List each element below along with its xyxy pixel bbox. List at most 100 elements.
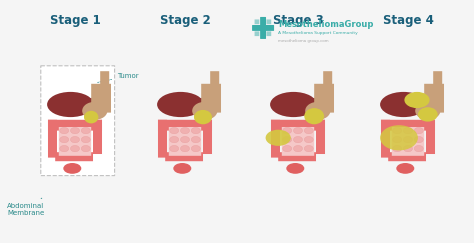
Ellipse shape xyxy=(414,137,423,143)
Ellipse shape xyxy=(191,98,211,116)
FancyBboxPatch shape xyxy=(252,25,274,31)
FancyBboxPatch shape xyxy=(59,127,91,156)
Ellipse shape xyxy=(265,130,291,146)
Ellipse shape xyxy=(304,137,313,143)
Ellipse shape xyxy=(283,137,292,143)
Ellipse shape xyxy=(82,98,101,116)
Ellipse shape xyxy=(194,110,212,124)
Ellipse shape xyxy=(283,127,292,134)
FancyBboxPatch shape xyxy=(266,31,271,36)
Ellipse shape xyxy=(157,92,204,117)
FancyBboxPatch shape xyxy=(271,120,280,158)
FancyBboxPatch shape xyxy=(158,120,167,158)
Ellipse shape xyxy=(293,146,302,152)
Text: Abdominal
Membrane: Abdominal Membrane xyxy=(7,198,44,216)
Ellipse shape xyxy=(82,137,91,143)
Ellipse shape xyxy=(396,163,414,174)
FancyBboxPatch shape xyxy=(266,19,271,24)
FancyBboxPatch shape xyxy=(278,152,316,161)
Ellipse shape xyxy=(380,125,418,150)
Ellipse shape xyxy=(47,92,94,117)
FancyBboxPatch shape xyxy=(55,152,93,161)
Ellipse shape xyxy=(403,127,412,134)
Ellipse shape xyxy=(286,163,304,174)
FancyBboxPatch shape xyxy=(93,120,102,154)
Ellipse shape xyxy=(392,146,401,152)
Ellipse shape xyxy=(192,102,218,120)
Text: Tumor: Tumor xyxy=(98,73,138,82)
Text: mesothelioma group.com: mesothelioma group.com xyxy=(278,39,329,43)
Ellipse shape xyxy=(191,137,201,143)
FancyBboxPatch shape xyxy=(203,120,212,154)
Ellipse shape xyxy=(60,137,69,143)
FancyBboxPatch shape xyxy=(210,71,219,91)
Ellipse shape xyxy=(71,137,80,143)
Ellipse shape xyxy=(392,127,401,134)
Text: A Mesothelioma Support Community: A Mesothelioma Support Community xyxy=(278,31,358,35)
Ellipse shape xyxy=(191,127,201,134)
FancyBboxPatch shape xyxy=(100,71,109,91)
Ellipse shape xyxy=(84,111,99,123)
Ellipse shape xyxy=(403,137,412,143)
FancyBboxPatch shape xyxy=(323,71,332,91)
Ellipse shape xyxy=(181,127,190,134)
Ellipse shape xyxy=(414,146,423,152)
Ellipse shape xyxy=(71,146,80,152)
FancyBboxPatch shape xyxy=(271,120,325,130)
Ellipse shape xyxy=(380,92,427,117)
FancyBboxPatch shape xyxy=(282,127,314,156)
Ellipse shape xyxy=(414,127,423,134)
Ellipse shape xyxy=(181,146,190,152)
FancyBboxPatch shape xyxy=(426,120,435,154)
Ellipse shape xyxy=(82,127,91,134)
FancyBboxPatch shape xyxy=(255,19,259,24)
FancyBboxPatch shape xyxy=(158,120,212,130)
FancyBboxPatch shape xyxy=(48,120,57,158)
FancyBboxPatch shape xyxy=(314,84,334,113)
Ellipse shape xyxy=(64,163,82,174)
FancyBboxPatch shape xyxy=(316,120,325,154)
Ellipse shape xyxy=(418,107,438,122)
Ellipse shape xyxy=(304,108,324,124)
FancyBboxPatch shape xyxy=(381,120,390,158)
Ellipse shape xyxy=(60,146,69,152)
Ellipse shape xyxy=(304,146,313,152)
Ellipse shape xyxy=(304,127,313,134)
FancyBboxPatch shape xyxy=(91,84,111,113)
FancyBboxPatch shape xyxy=(381,120,435,130)
Ellipse shape xyxy=(173,163,191,174)
Ellipse shape xyxy=(404,92,429,108)
Ellipse shape xyxy=(415,102,440,120)
FancyBboxPatch shape xyxy=(433,71,442,91)
Ellipse shape xyxy=(392,137,401,143)
FancyBboxPatch shape xyxy=(48,120,102,130)
FancyBboxPatch shape xyxy=(388,152,426,161)
Text: Stage 2: Stage 2 xyxy=(160,14,210,27)
Ellipse shape xyxy=(414,98,434,116)
Ellipse shape xyxy=(60,127,69,134)
Ellipse shape xyxy=(170,127,179,134)
FancyBboxPatch shape xyxy=(201,84,221,113)
Text: Stage 4: Stage 4 xyxy=(383,14,433,27)
FancyBboxPatch shape xyxy=(392,127,424,156)
Ellipse shape xyxy=(82,102,108,120)
FancyBboxPatch shape xyxy=(255,31,259,36)
Ellipse shape xyxy=(293,127,302,134)
Ellipse shape xyxy=(293,137,302,143)
Text: Stage 1: Stage 1 xyxy=(50,14,100,27)
Ellipse shape xyxy=(403,146,412,152)
FancyBboxPatch shape xyxy=(169,127,201,156)
FancyBboxPatch shape xyxy=(260,17,266,39)
Ellipse shape xyxy=(71,127,80,134)
Ellipse shape xyxy=(305,102,330,120)
Ellipse shape xyxy=(82,146,91,152)
Ellipse shape xyxy=(304,98,324,116)
FancyBboxPatch shape xyxy=(41,66,115,176)
Ellipse shape xyxy=(170,146,179,152)
Ellipse shape xyxy=(170,137,179,143)
Ellipse shape xyxy=(283,146,292,152)
Text: Stage 3: Stage 3 xyxy=(273,14,323,27)
Ellipse shape xyxy=(270,92,317,117)
Ellipse shape xyxy=(191,146,201,152)
Text: MesotheliomaGroup: MesotheliomaGroup xyxy=(278,20,374,29)
